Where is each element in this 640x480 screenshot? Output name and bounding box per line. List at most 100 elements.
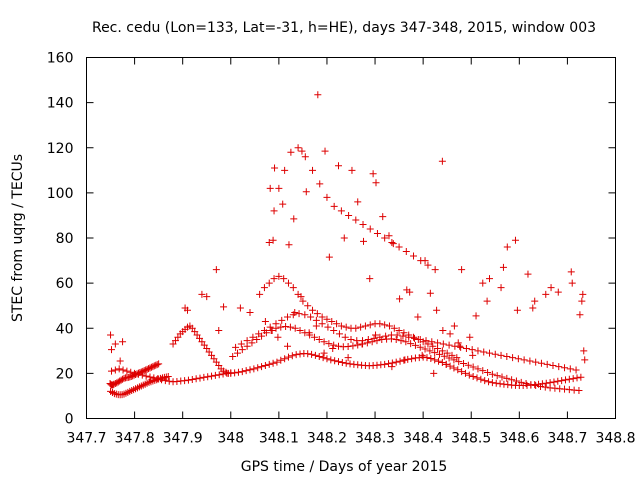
- x-axis-label: GPS time / Days of year 2015: [241, 459, 448, 475]
- y-axis: 0 20 40 60 80 100 120 140 160: [47, 51, 616, 428]
- data-point: [273, 358, 281, 366]
- data-point: [154, 375, 162, 383]
- data-point: [512, 377, 520, 385]
- data-point: [161, 377, 169, 385]
- data-point: [342, 359, 350, 367]
- data-point: [229, 352, 237, 360]
- x-tick-label: 347.8: [115, 431, 155, 447]
- data-point: [301, 153, 309, 161]
- data-point: [366, 225, 374, 233]
- data-point: [388, 239, 396, 247]
- data-point: [249, 333, 257, 341]
- data-point: [155, 360, 163, 368]
- data-point: [477, 375, 485, 383]
- data-point: [153, 361, 161, 369]
- data-point: [321, 147, 329, 155]
- data-point: [440, 352, 448, 360]
- data-point: [266, 184, 274, 192]
- data-point: [454, 366, 462, 374]
- data-point: [549, 361, 557, 369]
- data-point: [188, 375, 196, 383]
- data-point: [366, 321, 374, 329]
- data-point: [554, 288, 562, 296]
- data-point: [260, 284, 268, 292]
- x-tick-label: 348.5: [451, 431, 491, 447]
- data-point: [113, 379, 121, 387]
- data-point: [256, 290, 264, 298]
- data-point: [390, 324, 398, 332]
- data-point: [410, 252, 418, 260]
- data-point: [381, 360, 389, 368]
- data-point: [572, 366, 580, 374]
- data-point: [212, 266, 220, 274]
- data-point: [419, 338, 427, 346]
- data-point: [316, 180, 324, 188]
- data-point: [111, 380, 119, 388]
- data-point: [366, 275, 374, 283]
- data-point: [446, 330, 454, 338]
- data-point: [315, 336, 323, 344]
- data-point: [108, 346, 116, 354]
- data-point: [372, 179, 380, 187]
- data-point: [304, 350, 312, 358]
- data-point: [294, 144, 302, 152]
- data-point: [469, 351, 477, 359]
- data-point: [542, 290, 550, 298]
- data-point: [203, 293, 211, 301]
- data-point: [473, 374, 481, 382]
- y-tick-label: 0: [65, 412, 74, 428]
- data-point: [497, 284, 505, 292]
- data-point: [361, 322, 369, 330]
- data-point: [324, 323, 332, 331]
- data-point: [520, 356, 528, 364]
- data-point: [330, 202, 338, 210]
- y-tick-label: 20: [56, 366, 74, 382]
- data-point: [286, 323, 294, 331]
- data-point: [337, 207, 345, 215]
- data-point: [376, 320, 384, 328]
- data-point: [277, 356, 285, 364]
- data-point: [334, 358, 342, 366]
- data-point: [517, 378, 525, 386]
- data-point: [461, 369, 469, 377]
- data-point: [304, 302, 312, 310]
- data-point: [439, 340, 447, 348]
- chart-title: Rec. cedu (Lon=133, Lat=-31, h=HE), days…: [92, 20, 596, 36]
- data-point: [498, 373, 506, 381]
- data-point: [388, 363, 396, 371]
- data-point: [431, 266, 439, 274]
- data-point: [281, 355, 289, 363]
- data-point: [541, 383, 549, 391]
- data-point: [204, 373, 212, 381]
- data-point: [192, 375, 200, 383]
- data-point: [522, 380, 530, 388]
- data-point: [466, 333, 474, 341]
- y-tick-label: 120: [47, 141, 74, 157]
- data-point: [271, 164, 279, 172]
- data-point: [360, 237, 368, 245]
- data-point: [426, 289, 434, 297]
- data-point: [127, 368, 135, 376]
- data-point: [312, 322, 320, 330]
- data-point: [349, 342, 357, 350]
- data-point: [134, 370, 142, 378]
- y-tick-label: 140: [47, 96, 74, 112]
- data-point: [242, 367, 250, 375]
- data-point: [269, 236, 277, 244]
- data-point: [527, 381, 535, 389]
- data-point: [234, 349, 242, 357]
- data-point: [503, 352, 511, 360]
- data-point: [348, 166, 356, 174]
- data-point: [270, 275, 278, 283]
- data-point: [407, 340, 415, 348]
- data-point: [328, 317, 336, 325]
- data-point: [302, 188, 310, 196]
- data-point: [295, 310, 303, 318]
- data-point: [397, 337, 405, 345]
- data-point: [455, 358, 463, 366]
- data-point: [265, 360, 273, 368]
- data-point: [354, 198, 362, 206]
- data-point: [246, 308, 254, 316]
- data-point: [464, 361, 472, 369]
- data-point: [418, 351, 426, 359]
